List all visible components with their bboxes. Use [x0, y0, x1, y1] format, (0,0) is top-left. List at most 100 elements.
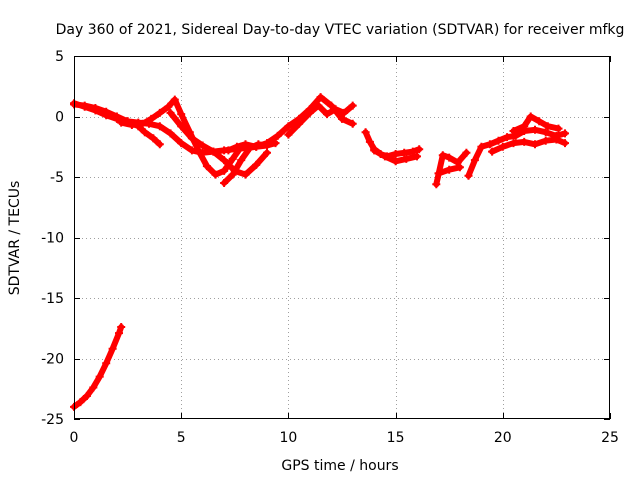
series-trace	[71, 324, 125, 410]
data-point-marker	[348, 101, 357, 110]
data-point-marker	[237, 156, 246, 165]
data-point-marker	[295, 119, 304, 128]
series-arc-f	[224, 93, 357, 155]
data-point-marker	[509, 127, 518, 135]
data-point-marker	[228, 170, 237, 179]
series-trace	[167, 109, 270, 178]
data-point-marker	[316, 93, 325, 102]
data-point-marker	[241, 140, 250, 149]
data-point-marker	[462, 148, 471, 157]
y-axis-label: SDTVAR / TECUs	[7, 181, 23, 296]
data-point-marker	[470, 156, 479, 165]
data-point-marker	[89, 383, 98, 392]
y-tick-label: -15	[41, 291, 64, 307]
data-point-marker	[526, 112, 535, 121]
data-point-marker	[432, 180, 441, 189]
y-tick-label: 0	[55, 110, 64, 126]
data-point-marker	[177, 122, 186, 131]
data-point-marker	[95, 372, 104, 381]
data-point-marker	[541, 128, 550, 137]
data-point-marker	[117, 118, 126, 127]
data-point-marker	[187, 134, 196, 143]
data-point-marker	[138, 119, 147, 128]
data-point-marker	[273, 131, 282, 140]
x-axis-label: GPS time / hours	[281, 458, 398, 474]
series-arc-m	[488, 135, 569, 156]
data-point-marker	[415, 145, 424, 154]
series-arc-i	[370, 146, 421, 166]
series-arc-k	[434, 163, 464, 178]
series-arc-j	[432, 148, 471, 189]
data-point-marker	[445, 153, 454, 162]
data-point-marker	[202, 162, 211, 171]
data-point-marker	[284, 122, 293, 131]
data-point-marker	[140, 128, 149, 137]
data-point-marker	[155, 108, 164, 117]
data-point-marker	[220, 179, 229, 187]
data-point-marker	[198, 141, 207, 150]
data-point-marker	[102, 111, 111, 120]
data-point-marker	[76, 398, 85, 407]
data-point-marker	[464, 171, 473, 180]
data-point-marker	[370, 146, 379, 155]
data-point-marker	[400, 148, 409, 157]
x-tick-label: 0	[70, 430, 79, 446]
data-point-marker	[408, 147, 417, 156]
series-arc-o	[70, 323, 126, 411]
data-point-marker	[348, 119, 357, 128]
data-point-marker	[220, 166, 229, 175]
data-point-marker	[224, 146, 233, 155]
x-tick-labels: 0 5 10 15 20 25	[70, 430, 619, 446]
data-point-marker	[509, 139, 518, 148]
data-point-marker	[170, 95, 179, 104]
data-point-marker	[263, 139, 271, 148]
x-tick-label: 20	[494, 430, 512, 446]
data-point-marker	[241, 170, 250, 179]
data-point-marker	[331, 105, 340, 114]
data-point-marker	[338, 114, 346, 123]
data-point-marker	[391, 157, 400, 166]
data-point-marker	[365, 137, 374, 146]
x-tick-label: 15	[387, 430, 405, 446]
data-point-marker	[323, 110, 331, 119]
data-point-marker	[228, 154, 237, 163]
data-point-marker	[220, 156, 229, 165]
data-point-marker	[284, 130, 293, 139]
data-point-marker	[147, 114, 156, 123]
data-point-marker	[554, 124, 563, 133]
data-point-marker	[112, 114, 121, 123]
data-point-marker	[391, 150, 400, 158]
data-point-marker	[520, 122, 529, 131]
data-point-marker	[498, 142, 507, 151]
series-arc-d	[166, 108, 271, 179]
data-point-marker	[177, 110, 186, 119]
data-point-marker	[127, 121, 136, 129]
data-point-marker	[211, 170, 220, 179]
data-point-marker	[252, 160, 261, 169]
data-point-marker	[561, 129, 569, 138]
data-point-marker	[485, 140, 494, 149]
data-point-marker	[82, 392, 91, 400]
data-point-marker	[102, 359, 111, 368]
data-point-marker	[209, 147, 218, 156]
data-point-marker	[380, 152, 389, 161]
data-point-marker	[494, 136, 503, 145]
data-point-marker	[305, 108, 314, 117]
data-point-marker	[149, 134, 158, 143]
data-point-marker	[252, 142, 261, 151]
data-point-marker	[166, 129, 175, 138]
data-layer	[70, 93, 569, 411]
data-point-marker	[434, 169, 443, 178]
data-point-marker	[561, 139, 569, 148]
data-point-marker	[166, 108, 175, 117]
data-point-marker	[155, 122, 164, 131]
y-tick-label: -10	[41, 231, 64, 247]
y-tick-label: -5	[50, 170, 64, 186]
data-point-marker	[552, 135, 561, 144]
data-point-marker	[232, 142, 241, 151]
data-point-marker	[477, 142, 486, 151]
data-point-marker	[155, 140, 164, 149]
data-point-marker	[314, 101, 323, 110]
y-tick-label: -25	[41, 412, 64, 428]
